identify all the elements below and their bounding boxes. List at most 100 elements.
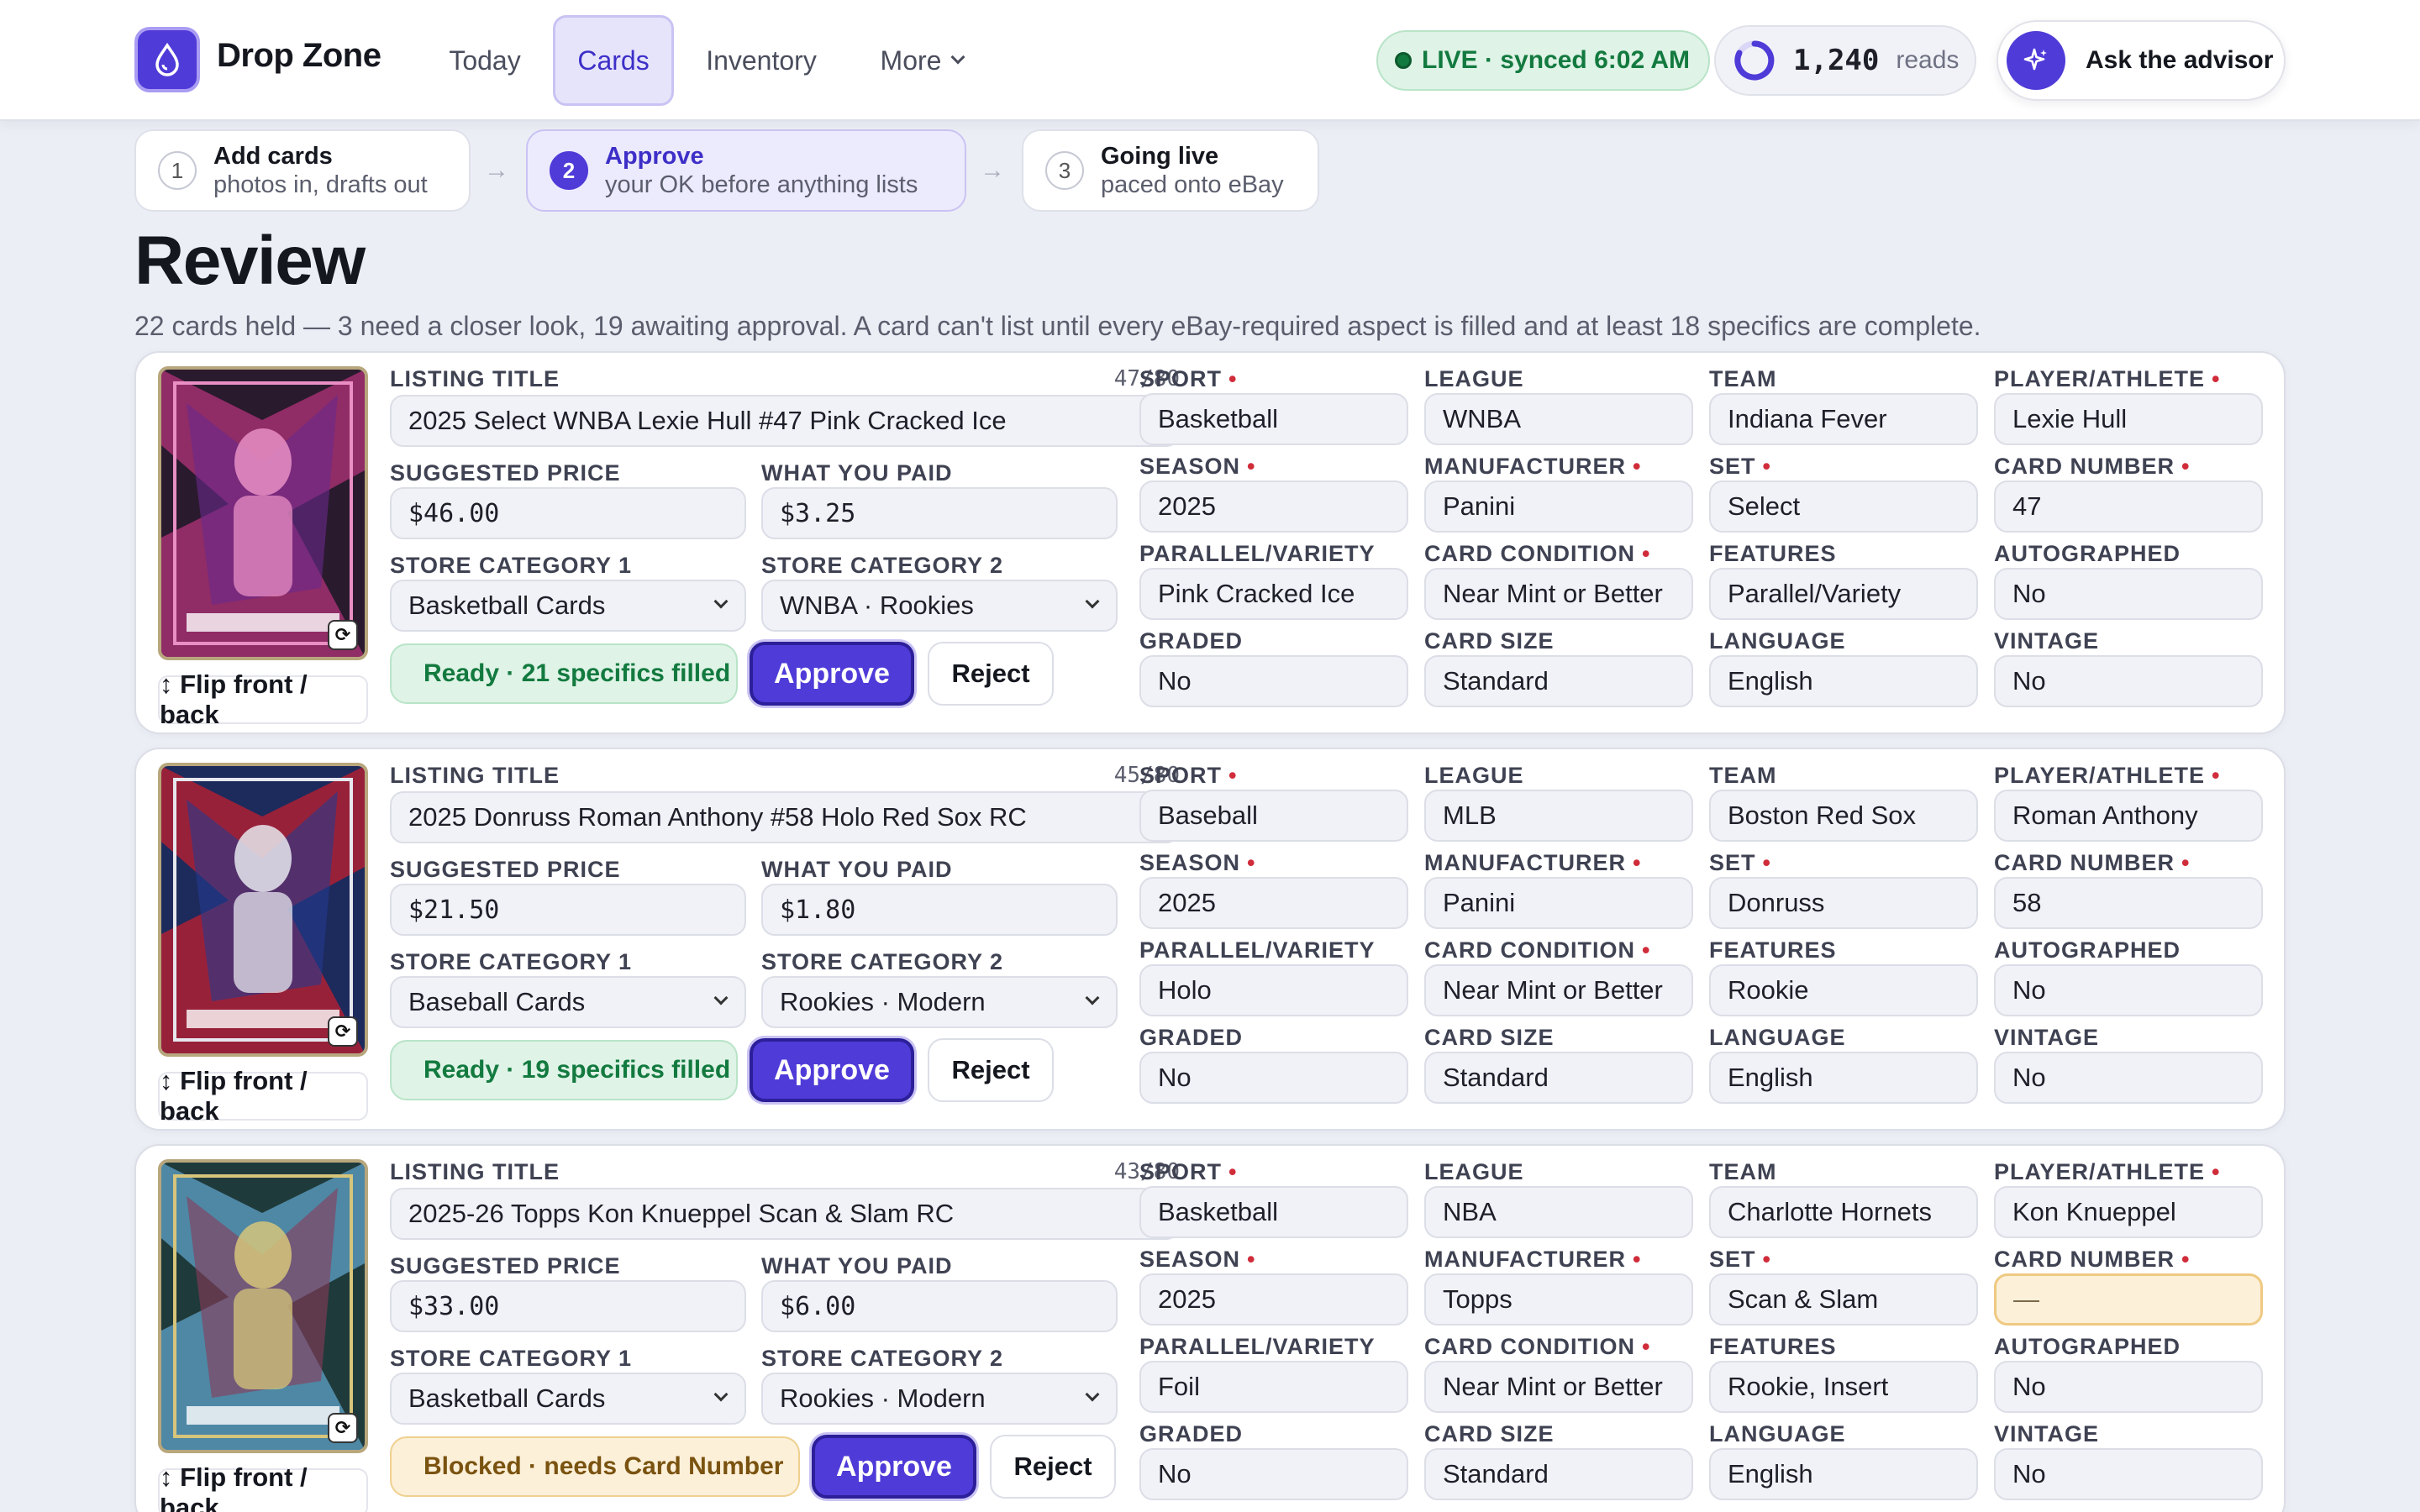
aspect-input[interactable]: Holo <box>1139 964 1408 1016</box>
step-desc: your OK before anything lists <box>605 171 918 198</box>
aspect-input[interactable]: Kon Knueppel <box>1994 1186 2263 1238</box>
aspect-input[interactable]: English <box>1709 1448 1978 1500</box>
aspect-label-text: Autographed <box>1994 937 2181 963</box>
aspect-input[interactable]: Lexie Hull <box>1994 393 2263 445</box>
reject-button[interactable]: Reject <box>928 642 1054 706</box>
listing-title-input[interactable]: 2025 Select WNBA Lexie Hull #47 Pink Cra… <box>390 395 1180 447</box>
aspect-input[interactable]: Basketball <box>1139 1186 1408 1238</box>
aspect-input[interactable]: 58 <box>1994 877 2263 929</box>
aspect-input[interactable]: 47 <box>1994 480 2263 533</box>
aspect-input[interactable]: No <box>1994 655 2263 707</box>
aspect-input[interactable]: Indiana Fever <box>1709 393 1978 445</box>
aspect-input[interactable]: NBA <box>1424 1186 1693 1238</box>
aspect-input[interactable]: 2025 <box>1139 1273 1408 1326</box>
what-you-paid-input[interactable]: $3.25 <box>761 487 1118 539</box>
step-approve[interactable]: 2 Approve your OK before anything lists <box>526 129 966 212</box>
aspect-input[interactable]: Standard <box>1424 1052 1693 1104</box>
nav-tab-inventory[interactable]: Inventory <box>706 45 817 76</box>
flip-icon[interactable]: ⟳ <box>328 1016 358 1047</box>
aspect-input[interactable]: No <box>1994 1448 2263 1500</box>
listing-title-input[interactable]: 2025-26 Topps Kon Knueppel Scan & Slam R… <box>390 1188 1180 1240</box>
aspect-input[interactable]: Foil <box>1139 1361 1408 1413</box>
brand-name[interactable]: Drop Zone <box>217 37 381 74</box>
aspect-input[interactable]: Scan & Slam <box>1709 1273 1978 1326</box>
approve-button[interactable]: Approve <box>750 1038 914 1102</box>
aspect-input[interactable]: Near Mint or Better <box>1424 964 1693 1016</box>
approve-button[interactable]: Approve <box>750 642 914 706</box>
flip-front-back-button[interactable]: ↕ Flip front / back <box>158 1066 368 1126</box>
reject-button[interactable]: Reject <box>928 1038 1054 1102</box>
aspect-label: Language <box>1709 628 1846 654</box>
aspect-input[interactable]: Roman Anthony <box>1994 790 2263 842</box>
listing-title-input[interactable]: 2025 Donruss Roman Anthony #58 Holo Red … <box>390 791 1180 843</box>
flip-icon[interactable]: ⟳ <box>328 620 358 650</box>
nav-tab-today[interactable]: Today <box>449 45 521 76</box>
droplet-icon[interactable] <box>134 27 200 92</box>
store-category-2-select[interactable]: Rookies · Modern <box>761 1373 1118 1425</box>
aspect-label: Team <box>1709 763 1777 789</box>
suggested-price-input[interactable]: $46.00 <box>390 487 746 539</box>
aspect-input[interactable]: No <box>1994 964 2263 1016</box>
card-photo[interactable]: ⟳ <box>158 366 368 660</box>
aspect-input[interactable]: No <box>1994 568 2263 620</box>
store-category-1-select[interactable]: Basketball Cards <box>390 1373 746 1425</box>
suggested-price-input[interactable]: $33.00 <box>390 1280 746 1332</box>
aspect-input[interactable]: Charlotte Hornets <box>1709 1186 1978 1238</box>
aspect-input[interactable]: Panini <box>1424 480 1693 533</box>
aspect-input[interactable]: Parallel/Variety <box>1709 568 1978 620</box>
required-marker-icon: • <box>1762 850 1771 875</box>
aspect-input[interactable]: No <box>1139 1052 1408 1104</box>
store-category-2-select[interactable]: Rookies · Modern <box>761 976 1118 1028</box>
aspect-input[interactable]: 2025 <box>1139 480 1408 533</box>
aspect-input[interactable]: Boston Red Sox <box>1709 790 1978 842</box>
aspect-label-text: Language <box>1709 1421 1846 1446</box>
card-photo[interactable]: ⟳ <box>158 1159 368 1453</box>
aspect-input[interactable]: Rookie, Insert <box>1709 1361 1978 1413</box>
aspect-input[interactable]: 2025 <box>1139 877 1408 929</box>
aspect-input[interactable]: MLB <box>1424 790 1693 842</box>
aspect-input[interactable]: Standard <box>1424 655 1693 707</box>
step-going-live[interactable]: 3 Going live paced onto eBay <box>1022 129 1319 212</box>
suggested-price-input[interactable]: $21.50 <box>390 884 746 936</box>
aspect-input[interactable]: No <box>1139 1448 1408 1500</box>
aspect-input[interactable]: Rookie <box>1709 964 1978 1016</box>
aspect-label: Manufacturer • <box>1424 1247 1641 1273</box>
aspect-input[interactable]: No <box>1994 1361 2263 1413</box>
aspect-input[interactable]: English <box>1709 655 1978 707</box>
step-add-cards[interactable]: 1 Add cards photos in, drafts out <box>134 129 471 212</box>
aspect-input[interactable]: Basketball <box>1139 393 1408 445</box>
aspect-input[interactable]: Pink Cracked Ice <box>1139 568 1408 620</box>
step-arrow-icon: → <box>980 156 1005 184</box>
aspect-input[interactable]: — <box>1994 1273 2263 1326</box>
what-you-paid-input[interactable]: $6.00 <box>761 1280 1118 1332</box>
what-you-paid-input[interactable]: $1.80 <box>761 884 1118 936</box>
aspect-label: League <box>1424 1159 1524 1185</box>
aspect-input[interactable]: Select <box>1709 480 1978 533</box>
reject-button[interactable]: Reject <box>990 1435 1116 1499</box>
store-category-1-select[interactable]: Basketball Cards <box>390 580 746 632</box>
nav-more-menu[interactable]: More <box>852 15 992 106</box>
aspect-input[interactable]: Topps <box>1424 1273 1693 1326</box>
store-category-2-select[interactable]: WNBA · Rookies <box>761 580 1118 632</box>
ask-advisor-button[interactable]: Ask the advisor <box>1996 20 2286 101</box>
aspect-input[interactable]: Panini <box>1424 877 1693 929</box>
aspect-input[interactable]: English <box>1709 1052 1978 1104</box>
aspect-input[interactable]: Baseball <box>1139 790 1408 842</box>
required-marker-icon: • <box>1632 454 1642 479</box>
flip-icon[interactable]: ⟳ <box>328 1413 358 1443</box>
aspect-input[interactable]: WNBA <box>1424 393 1693 445</box>
flip-front-back-button[interactable]: ↕ Flip front / back <box>158 669 368 729</box>
aspect-input[interactable]: Near Mint or Better <box>1424 568 1693 620</box>
store-category-2-label: Store category 2 <box>761 949 1004 974</box>
approve-button[interactable]: Approve <box>812 1435 976 1499</box>
aspect-input[interactable]: No <box>1994 1052 2263 1104</box>
aspect-label-text: League <box>1424 763 1524 788</box>
nav-tab-cards[interactable]: Cards <box>553 15 674 106</box>
aspect-input[interactable]: No <box>1139 655 1408 707</box>
store-category-1-select[interactable]: Baseball Cards <box>390 976 746 1028</box>
aspect-input[interactable]: Donruss <box>1709 877 1978 929</box>
aspect-input[interactable]: Near Mint or Better <box>1424 1361 1693 1413</box>
flip-front-back-button[interactable]: ↕ Flip front / back <box>158 1462 368 1512</box>
card-photo[interactable]: ⟳ <box>158 763 368 1057</box>
aspect-input[interactable]: Standard <box>1424 1448 1693 1500</box>
